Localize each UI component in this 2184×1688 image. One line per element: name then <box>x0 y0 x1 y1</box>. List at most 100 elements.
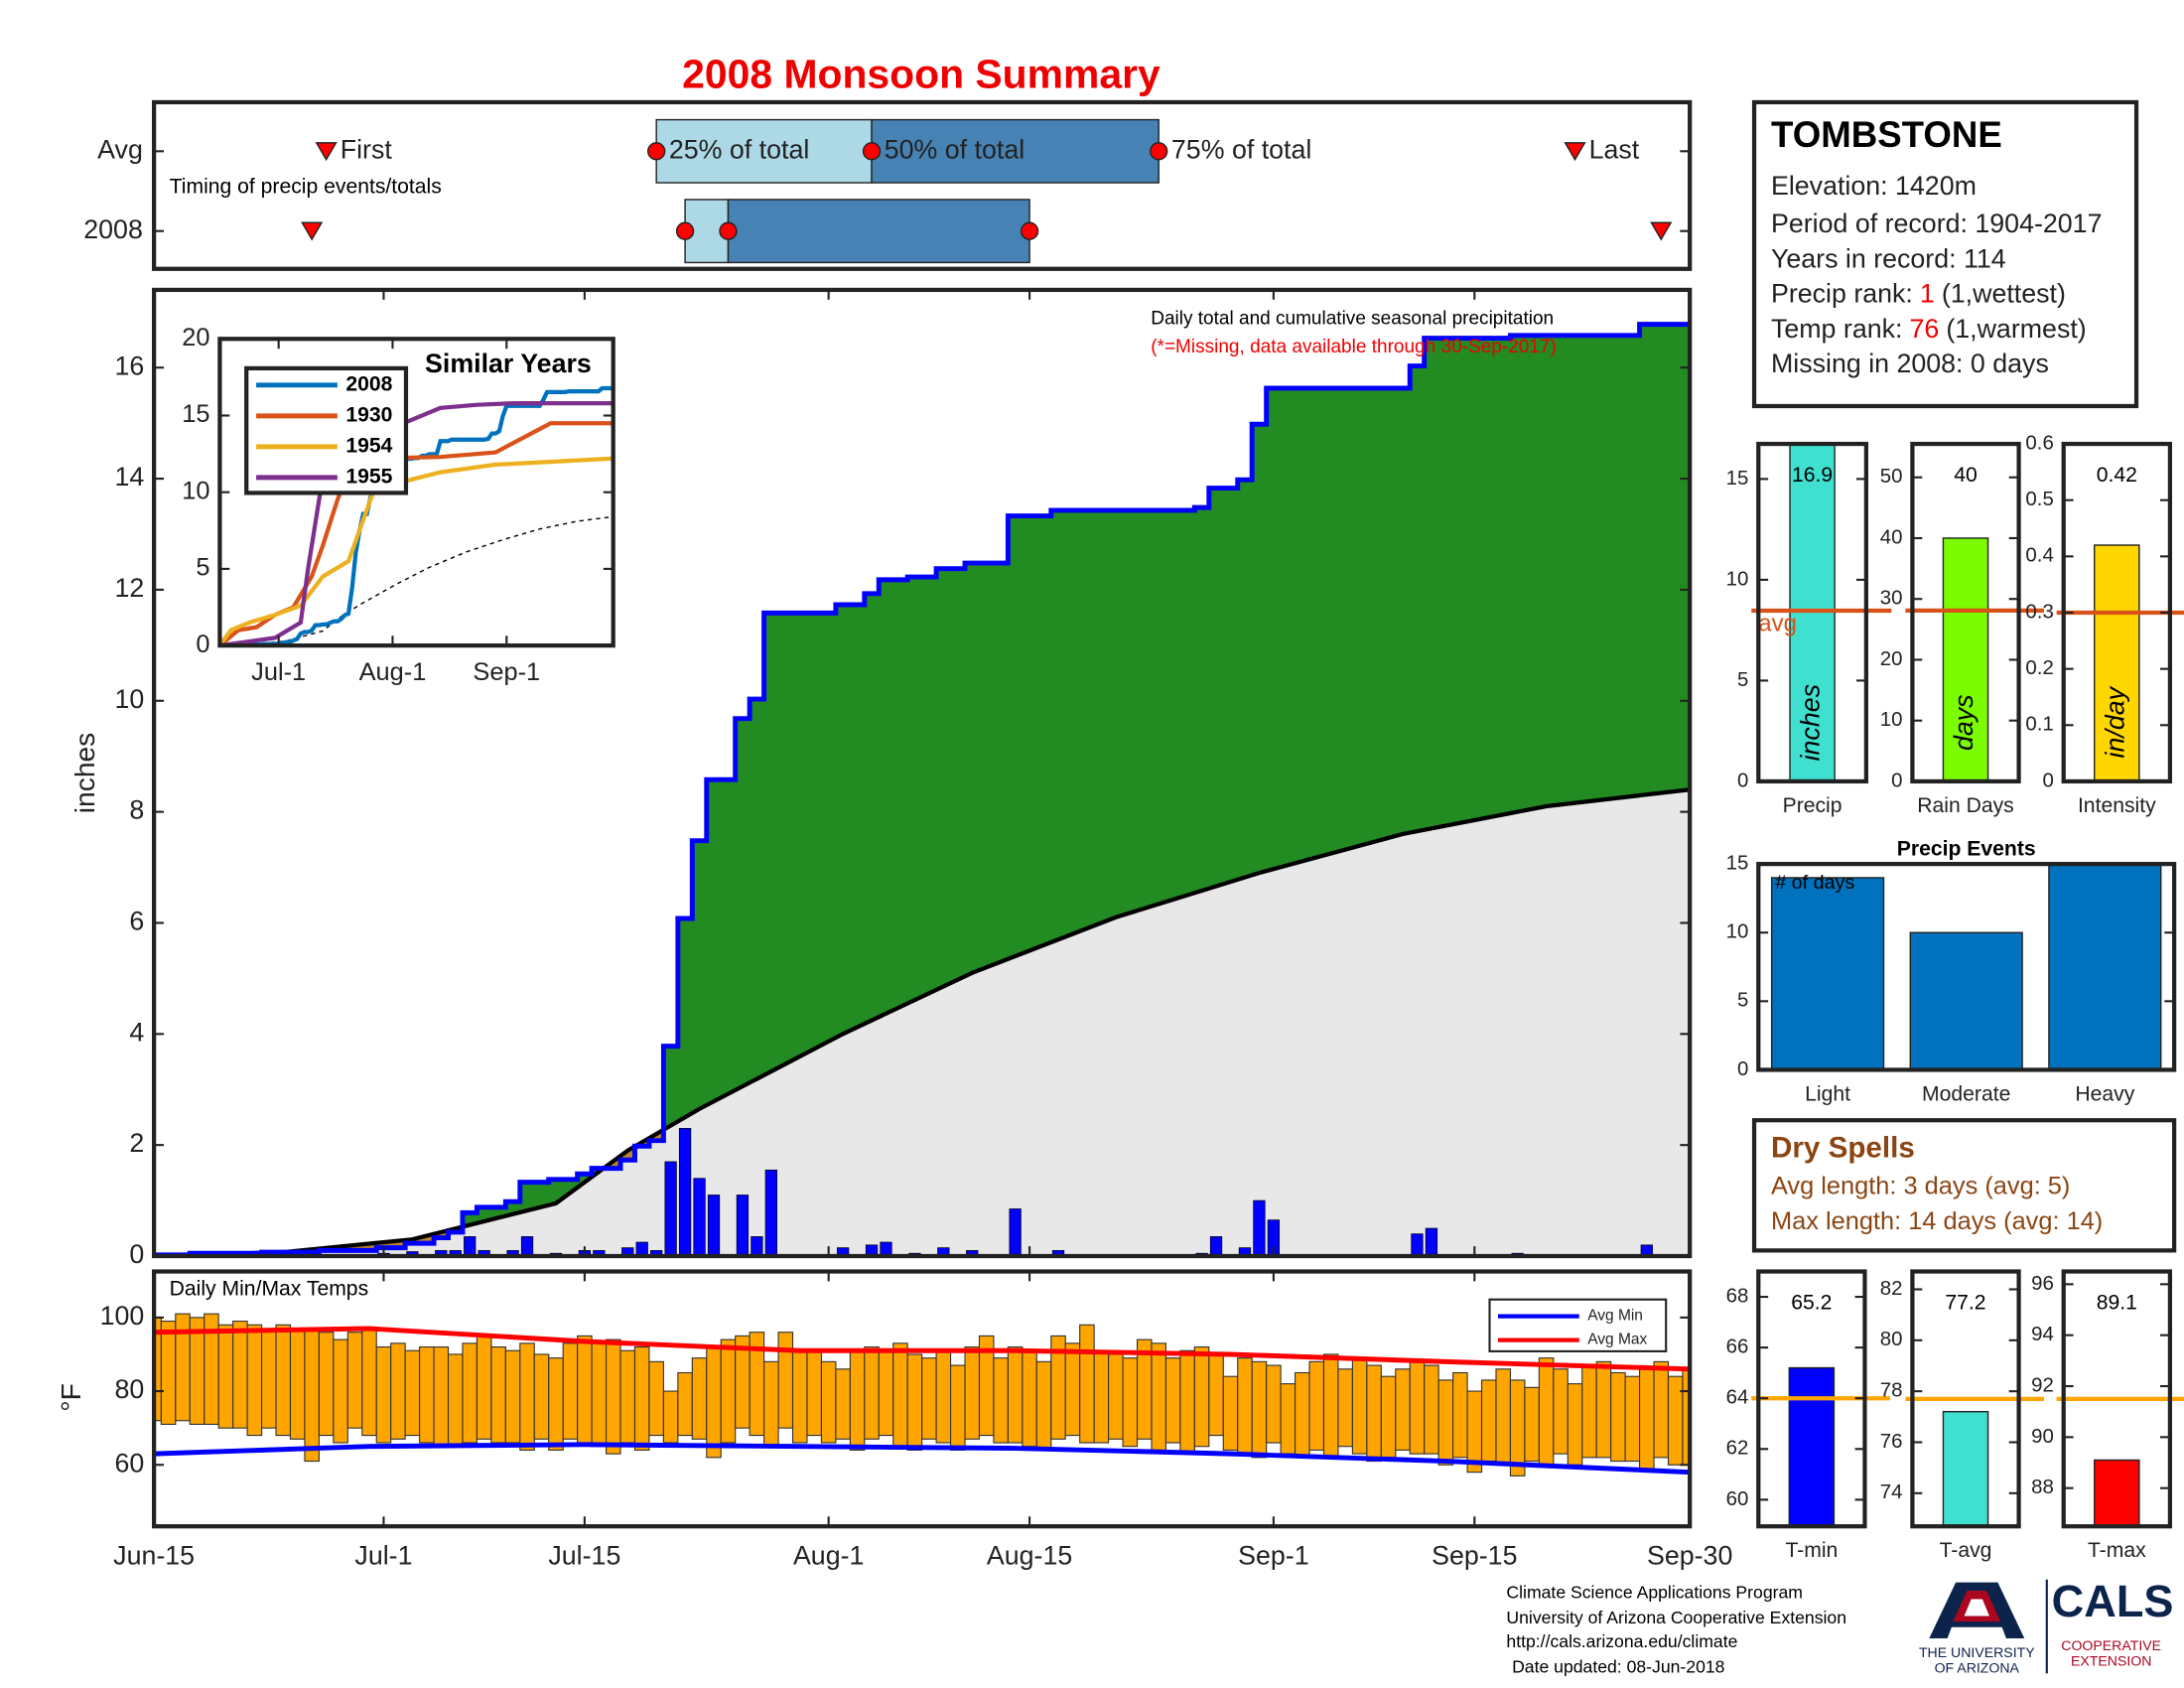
daily-bar <box>1425 1227 1438 1257</box>
y-tick-label: 0 <box>129 1239 144 1269</box>
temp-range-bar <box>1437 1379 1454 1466</box>
temp-range-bar <box>1222 1375 1239 1451</box>
temp-range-bar <box>1164 1357 1181 1444</box>
panel-title: Daily Min/Max Temps <box>170 1277 368 1300</box>
x-tick-label: Jun-15 <box>113 1540 195 1570</box>
y-tick-label: 0.2 <box>2025 656 2053 679</box>
temp-range-bar <box>1337 1368 1353 1448</box>
temp-range-bar <box>1653 1360 1670 1459</box>
y-tick-label: 15 <box>1726 467 1749 490</box>
event-marker <box>315 142 338 162</box>
y-tick-label: 92 <box>2031 1373 2054 1396</box>
y-tick-label: 50 <box>1880 465 1903 488</box>
y-tick-label: 10 <box>1726 920 1749 943</box>
temp-range-bar <box>217 1324 234 1429</box>
y-tick-label: 0.6 <box>2025 431 2053 454</box>
temp-range-bar <box>346 1332 363 1429</box>
dry-frame <box>1751 1118 2177 1253</box>
daily-bar <box>865 1244 879 1257</box>
rank-note: (1,warmest) <box>1946 314 2086 344</box>
temp-range-bar <box>1366 1364 1382 1463</box>
temp-range-bar <box>1035 1360 1052 1451</box>
frame <box>152 287 1693 1259</box>
legend: Avg Min Avg Max <box>1488 1298 1668 1352</box>
temp-range-bar <box>706 1345 722 1459</box>
quartile-box <box>871 118 1160 184</box>
info-box: TOMBSTONE Elevation: 1420m Period of rec… <box>1751 99 2139 409</box>
daily-bar <box>1009 1208 1022 1257</box>
quartile-box <box>727 199 1030 264</box>
legend-label: 1955 <box>345 465 392 488</box>
y-tick-label: 0 <box>196 631 209 658</box>
dry-line: Avg length: 3 days (avg: 5) <box>1771 1173 2070 1200</box>
footer-line: Climate Science Applications Program <box>1506 1583 1803 1603</box>
y-tick-label: 14 <box>114 462 144 492</box>
temp-range-bar <box>993 1357 1009 1444</box>
quartile-label: 25% of total <box>669 134 809 164</box>
daily-bar <box>1209 1236 1223 1257</box>
y-tick-label: 0.1 <box>2025 713 2053 736</box>
daily-bar <box>751 1236 763 1257</box>
y-tick-label: 0 <box>2042 769 2053 791</box>
logo-text: COOPERATIVE <box>2061 1637 2161 1653</box>
temp-range-bar <box>1308 1360 1325 1451</box>
y-tick-label: 90 <box>2031 1425 2054 1448</box>
temp-range-bar <box>1251 1360 1268 1459</box>
legend: 2008 1930 1954 1955 <box>244 365 409 495</box>
temp-range-bar <box>1280 1383 1297 1455</box>
y-axis-label: inches <box>68 733 100 813</box>
logo-text: THE UNIVERSITY <box>1919 1644 2035 1660</box>
rank-note: (1,wettest) <box>1942 279 2066 309</box>
avg-cumulative-line <box>154 787 1691 1257</box>
info-line: Period of record: 1904-2017 <box>1771 209 2103 238</box>
y-tick-label: 10 <box>1726 567 1749 590</box>
temp-range-bar <box>849 1349 866 1451</box>
daily-bar <box>650 1250 663 1257</box>
temp-range-bar <box>1610 1371 1626 1463</box>
temp-range-bar <box>1480 1379 1497 1463</box>
temp-range-bar <box>1524 1386 1540 1463</box>
temp-range-bar <box>304 1328 320 1463</box>
stat-bar <box>1942 1410 1989 1527</box>
daily-bar <box>520 1236 534 1257</box>
value-label: 77.2 <box>1945 1292 1985 1315</box>
temp-range-bar <box>950 1364 966 1451</box>
footer-line: University of Arizona Cooperative Extens… <box>1506 1608 1846 1627</box>
info-line: Precip rank: 1 (1,wettest) <box>1771 279 2066 309</box>
temp-range-bar <box>404 1349 421 1437</box>
legend-label: 1954 <box>345 434 392 457</box>
y-tick-label: 15 <box>182 400 209 428</box>
unit-label: days <box>1949 694 1979 751</box>
x-label: Precip <box>1783 794 1843 817</box>
rank-value: 1 <box>1920 279 1935 309</box>
y-tick-label: 30 <box>1880 587 1903 610</box>
x-tick-label: Aug-15 <box>987 1540 1072 1570</box>
temp-range-bar <box>447 1353 464 1448</box>
temp-range-bar <box>1595 1360 1612 1459</box>
y-tick-label: 10 <box>114 684 144 714</box>
y-tick-label: 4 <box>129 1017 144 1047</box>
info-line: Missing in 2008: 0 days <box>1771 349 2049 378</box>
stat-bar <box>2094 544 2140 781</box>
avg-temp-line <box>154 1442 1691 1476</box>
x-tick-label: Jul-1 <box>251 658 306 686</box>
rank-label: Temp rank: <box>1771 314 1902 344</box>
temp-range-bar <box>1509 1379 1526 1477</box>
temp-range-bar <box>1193 1345 1210 1448</box>
temp-range-bar <box>433 1345 450 1448</box>
temp-range-bar <box>677 1371 693 1437</box>
daily-bar <box>1411 1233 1424 1257</box>
y-tick-label: 64 <box>1726 1386 1749 1409</box>
temp-range-bar <box>261 1328 277 1429</box>
temp-range-bar <box>519 1342 535 1451</box>
daily-bar <box>593 1250 606 1257</box>
value-label: 16.9 <box>1792 464 1833 487</box>
y-tick-label: 0.5 <box>2025 488 2053 510</box>
cumulative-line <box>154 322 1691 1257</box>
y-tick-label: 0 <box>1891 769 1902 791</box>
frame <box>1756 1269 1867 1529</box>
quartile-label: 50% of total <box>885 134 1024 164</box>
temp-range-bar <box>633 1345 650 1451</box>
event-marker <box>1650 221 1673 241</box>
x-tick-label: Aug-1 <box>793 1540 864 1570</box>
